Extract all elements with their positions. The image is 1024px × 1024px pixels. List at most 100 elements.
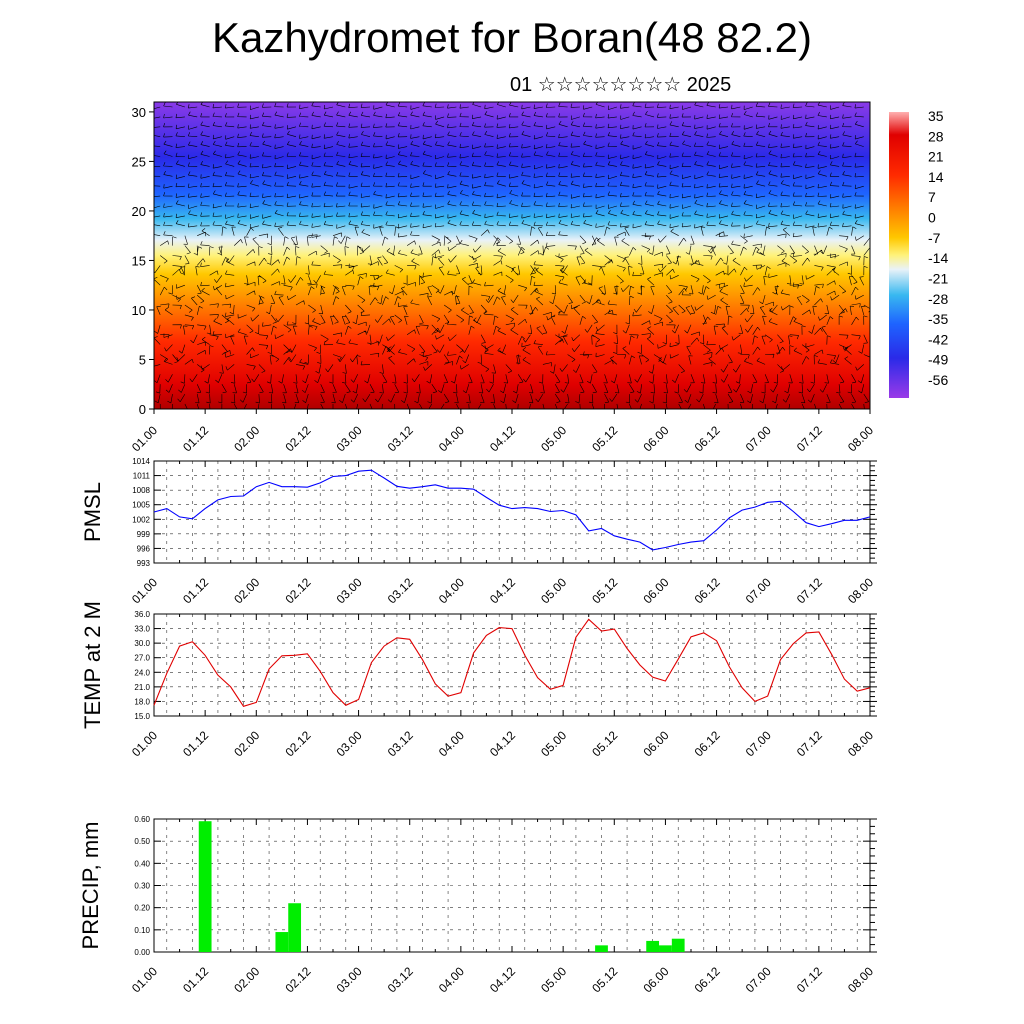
y-tick-label: 0.60 (134, 815, 150, 824)
y-axis-label: PMSL (80, 482, 105, 542)
y-tick-label: 1011 (133, 472, 151, 481)
y-tick-label: 996 (137, 544, 151, 553)
x-tick-label: 05.00 (538, 575, 569, 606)
x-tick-label: 05.12 (589, 728, 620, 759)
x-tick-label: 06.12 (692, 964, 723, 995)
y-tick-label: 21.0 (134, 683, 150, 692)
colorbar-label: -42 (928, 331, 948, 347)
x-tick-label: 08.00 (845, 728, 876, 759)
y-tick-label: 0.50 (134, 837, 150, 846)
y-tick-label: 0.40 (134, 859, 150, 868)
x-tick-label: 06.00 (640, 964, 671, 995)
grid-lines (154, 818, 870, 953)
y-tick-label: 15 (132, 253, 146, 268)
y-axis-label: TEMP at 2 M (80, 601, 105, 729)
colorbar-label: 21 (928, 149, 944, 165)
x-tick-label: 04.12 (487, 728, 518, 759)
y-tick-label: 993 (137, 559, 151, 568)
x-tick-label: 01.00 (129, 728, 160, 759)
x-tick-label: 01.00 (129, 423, 160, 454)
x-tick-label: 02.00 (231, 964, 262, 995)
precip-bar (659, 945, 672, 952)
x-tick-label: 03.12 (385, 964, 416, 995)
y-tick-label: 25 (132, 154, 146, 169)
precip-bar (288, 903, 302, 952)
x-tick-label: 03.00 (334, 423, 365, 454)
x-tick-label: 05.12 (589, 423, 620, 454)
x-tick-label: 04.00 (436, 575, 467, 606)
x-tick-label: 07.00 (743, 964, 774, 995)
x-tick-label: 03.12 (385, 423, 416, 454)
x-tick-label: 05.00 (538, 728, 569, 759)
colorbar-label: 35 (928, 108, 944, 124)
colorbar-label: -14 (928, 250, 948, 266)
x-tick-label: 06.12 (692, 575, 723, 606)
x-tick-label: 01.00 (129, 964, 160, 995)
grid-lines (154, 460, 870, 564)
x-tick-label: 04.12 (487, 423, 518, 454)
x-tick-label: 08.00 (845, 575, 876, 606)
y-tick-label: 1014 (132, 457, 150, 466)
x-tick-label: 07.00 (743, 423, 774, 454)
x-tick-label: 02.00 (231, 575, 262, 606)
y-tick-label: 1008 (132, 486, 150, 495)
x-tick-label: 05.00 (538, 964, 569, 995)
panel-frame (153, 460, 871, 564)
y-tick-label: 5 (139, 352, 146, 367)
x-tick-label: 02.00 (231, 423, 262, 454)
y-tick-label: 999 (137, 530, 151, 539)
x-tick-label: 03.00 (334, 575, 365, 606)
x-tick-label: 07.12 (794, 575, 825, 606)
temp-line (153, 618, 871, 707)
y-tick-label: 1005 (132, 501, 150, 510)
x-tick-label: 02.12 (282, 575, 313, 606)
x-tick-label: 01.12 (180, 423, 211, 454)
y-tick-label: 0.00 (134, 948, 150, 957)
colorbar-label: 0 (928, 210, 936, 226)
x-tick-label: 03.12 (385, 728, 416, 759)
x-tick-label: 07.00 (743, 575, 774, 606)
x-tick-label: 03.12 (385, 575, 416, 606)
precip-panel: 0.60 0.50 0.40 0.30 0.20 0.10 0.00 01.00 01.12 02… (78, 815, 877, 995)
cross-section-panel: 0 5 10 15 20 25 30 01.00 01.12 02.00 02.12 03.00 03.… (129, 101, 948, 454)
x-tick-label: 03.00 (334, 964, 365, 995)
x-tick-label: 01.00 (129, 575, 160, 606)
temp-panel: 36.0 33.0 30.0 27.0 24.0 21.0 18.0 15.0 01.00 01.… (80, 601, 877, 759)
y-tick-label: 18.0 (134, 697, 150, 706)
x-tick-label: 02.12 (282, 728, 313, 759)
pmsl-line (153, 469, 871, 551)
x-tick-label: 07.12 (794, 423, 825, 454)
x-tick-label: 01.12 (180, 964, 211, 995)
y-axis-label: PRECIP, mm (78, 822, 103, 950)
y-tick-label: 1002 (132, 515, 150, 524)
y-tick-label: 15.0 (134, 712, 150, 721)
y-tick-label: 0.30 (134, 882, 150, 891)
y-tick-label: 20 (132, 204, 146, 219)
x-tick-label: 01.12 (180, 728, 211, 759)
precip-bar (198, 821, 212, 952)
y-tick-label: 33.0 (134, 625, 150, 634)
y-tick-label: 27.0 (134, 654, 150, 663)
y-tick-label: 30 (132, 105, 146, 120)
x-tick-label: 04.00 (436, 423, 467, 454)
x-tick-label: 02.12 (282, 423, 313, 454)
x-tick-label: 08.00 (845, 423, 876, 454)
colorbar-label: -21 (928, 270, 948, 286)
y-tick-label: 36.0 (134, 610, 150, 619)
chart-subtitle: 01 ☆☆☆☆☆☆☆☆ 2025 (510, 74, 732, 96)
x-tick-label: 03.00 (334, 728, 365, 759)
colorbar-label: -49 (928, 352, 948, 368)
y-tick-label: 30.0 (134, 639, 150, 648)
x-tick-label: 05.00 (538, 423, 569, 454)
colorbar-label: 14 (928, 169, 944, 185)
precip-bar (275, 932, 289, 952)
x-tick-label: 07.12 (794, 728, 825, 759)
x-tick-label: 05.12 (589, 964, 620, 995)
x-tick-label: 06.12 (692, 423, 723, 454)
precip-bar (671, 938, 685, 952)
chart-title: Kazhydromet for Boran(48 82.2) (212, 14, 812, 61)
x-tick-label: 08.00 (845, 964, 876, 995)
colorbar-label: -56 (928, 372, 948, 388)
colorbar (889, 112, 909, 398)
